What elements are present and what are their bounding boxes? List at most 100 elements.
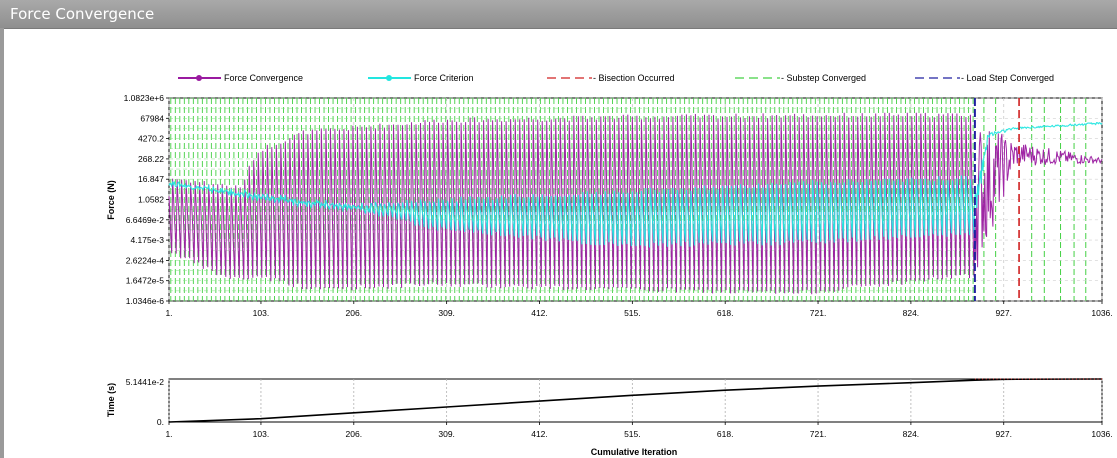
y-tick-label: 16.847 bbox=[138, 174, 164, 184]
time-marker bbox=[1000, 378, 1002, 380]
legend-label: Force Convergence bbox=[224, 73, 303, 83]
x-tick-label: 618. bbox=[717, 429, 734, 439]
legend-item: Force Convergence bbox=[178, 73, 303, 83]
y-tick-label: 4270.2 bbox=[138, 134, 164, 144]
time-marker bbox=[1050, 378, 1052, 380]
series-force-criterion bbox=[168, 121, 1103, 248]
y-tick-label: 67984 bbox=[140, 113, 164, 123]
time-marker bbox=[1047, 378, 1049, 380]
y-tick-label: 1.0823e+6 bbox=[124, 93, 165, 103]
series-time bbox=[168, 378, 1103, 423]
time-marker bbox=[989, 378, 991, 380]
y-tick-label: 0. bbox=[157, 417, 164, 427]
time-marker bbox=[1101, 378, 1103, 380]
legend-item: Force Criterion bbox=[368, 73, 474, 83]
y-tick-label: 1.0346e-6 bbox=[126, 296, 165, 306]
legend: Force Convergence Force Criterion - Bisect… bbox=[178, 73, 1054, 83]
legend-label: - Bisection Occurred bbox=[593, 73, 675, 83]
time-y-tick-labels: 5.1441e-2 0. bbox=[126, 377, 165, 427]
x-tick-label: 1036. bbox=[1091, 308, 1112, 318]
x-tick-label: 824. bbox=[903, 308, 920, 318]
time-marker bbox=[1043, 378, 1045, 380]
x-tick-label: 515. bbox=[624, 308, 641, 318]
time-marker bbox=[1079, 378, 1081, 380]
time-marker bbox=[1021, 378, 1023, 380]
time-x-axis-label: Cumulative Iteration bbox=[591, 447, 678, 457]
time-x-tick-labels: 1. 103. 206. 309. 412. 515. 618. 721. 824. 927. 10… bbox=[165, 422, 1113, 439]
panel-left-border bbox=[0, 28, 4, 458]
legend-label: - Substep Converged bbox=[781, 73, 866, 83]
time-marker bbox=[1036, 378, 1038, 380]
time-marker bbox=[1093, 378, 1095, 380]
time-marker bbox=[992, 378, 994, 380]
time-marker bbox=[1097, 378, 1099, 380]
time-marker bbox=[1014, 378, 1016, 380]
legend-item: - Load Step Converged bbox=[915, 73, 1054, 83]
series-force-convergence bbox=[168, 112, 1103, 295]
y-tick-label: 2.6224e-4 bbox=[126, 255, 165, 265]
time-marker bbox=[1061, 378, 1063, 380]
time-marker bbox=[978, 378, 980, 380]
time-marker bbox=[974, 378, 976, 380]
time-marker bbox=[1068, 378, 1070, 380]
x-tick-label: 309. bbox=[438, 308, 455, 318]
y-tick-label: 6.6469e-2 bbox=[126, 215, 165, 225]
y-tick-label: 4.175e-3 bbox=[130, 235, 164, 245]
x-tick-label: 412. bbox=[531, 308, 548, 318]
time-marker bbox=[1083, 378, 1085, 380]
legend-item: - Substep Converged bbox=[735, 73, 866, 83]
time-marker bbox=[1028, 378, 1030, 380]
y-tick-label: 1.6472e-5 bbox=[126, 276, 165, 286]
x-tick-label: 1. bbox=[165, 308, 172, 318]
x-tick-label: 927. bbox=[995, 429, 1012, 439]
x-tick-label: 721. bbox=[810, 308, 827, 318]
time-marker bbox=[1054, 378, 1056, 380]
time-series-group bbox=[168, 378, 1103, 423]
time-marker bbox=[1025, 378, 1027, 380]
x-tick-label: 1036. bbox=[1091, 429, 1112, 439]
time-marker bbox=[1018, 378, 1020, 380]
time-marker bbox=[985, 378, 987, 380]
x-tick-label: 927. bbox=[995, 308, 1012, 318]
legend-marker bbox=[196, 75, 202, 81]
x-tick-label: 103. bbox=[253, 429, 270, 439]
x-tick-label: 103. bbox=[253, 308, 270, 318]
x-tick-label: 1. bbox=[165, 429, 172, 439]
force-series-group bbox=[168, 112, 1103, 295]
y-tick-label: 5.1441e-2 bbox=[126, 377, 165, 387]
time-marker bbox=[1039, 378, 1041, 380]
x-tick-label: 309. bbox=[438, 429, 455, 439]
force-plot[interactable]: 1.0823e+6 67984 4270.2 268.22 16.847 1.0582 6.… bbox=[106, 93, 1113, 318]
panel-title: Force Convergence bbox=[10, 5, 155, 23]
x-tick-label: 515. bbox=[624, 429, 641, 439]
legend-item: - Bisection Occurred bbox=[547, 73, 675, 83]
force-y-axis-label: Force (N) bbox=[106, 180, 116, 220]
bisection-loadstep-lines bbox=[973, 98, 1020, 301]
x-tick-label: 824. bbox=[903, 429, 920, 439]
time-marker bbox=[996, 378, 998, 380]
time-marker bbox=[1010, 378, 1012, 380]
time-marker bbox=[1057, 378, 1059, 380]
time-marker bbox=[1007, 378, 1009, 380]
time-marker bbox=[1086, 378, 1088, 380]
time-marker bbox=[1065, 378, 1067, 380]
time-marker bbox=[1003, 378, 1005, 380]
force-x-tick-labels: 1. 103. 206. 309. 412. 515. 618. 721. 824. 927. 10… bbox=[165, 301, 1113, 318]
time-marker bbox=[982, 378, 984, 380]
legend-label: Force Criterion bbox=[414, 73, 474, 83]
x-tick-label: 412. bbox=[531, 429, 548, 439]
x-tick-label: 206. bbox=[346, 429, 363, 439]
force-y-tick-labels: 1.0823e+6 67984 4270.2 268.22 16.847 1.0582 6.… bbox=[124, 93, 169, 306]
time-plot[interactable]: 5.1441e-2 0. 1. 103. 206. 309. 412. 515. 618. 72… bbox=[106, 377, 1113, 457]
x-tick-label: 721. bbox=[810, 429, 827, 439]
time-marker bbox=[1072, 378, 1074, 380]
time-marker bbox=[1090, 378, 1092, 380]
y-tick-label: 268.22 bbox=[138, 154, 164, 164]
x-tick-label: 206. bbox=[346, 308, 363, 318]
time-y-axis-label: Time (s) bbox=[106, 383, 116, 417]
time-marker bbox=[1075, 378, 1077, 380]
legend-marker bbox=[386, 75, 392, 81]
panel-titlebar: Force Convergence bbox=[0, 0, 1117, 29]
